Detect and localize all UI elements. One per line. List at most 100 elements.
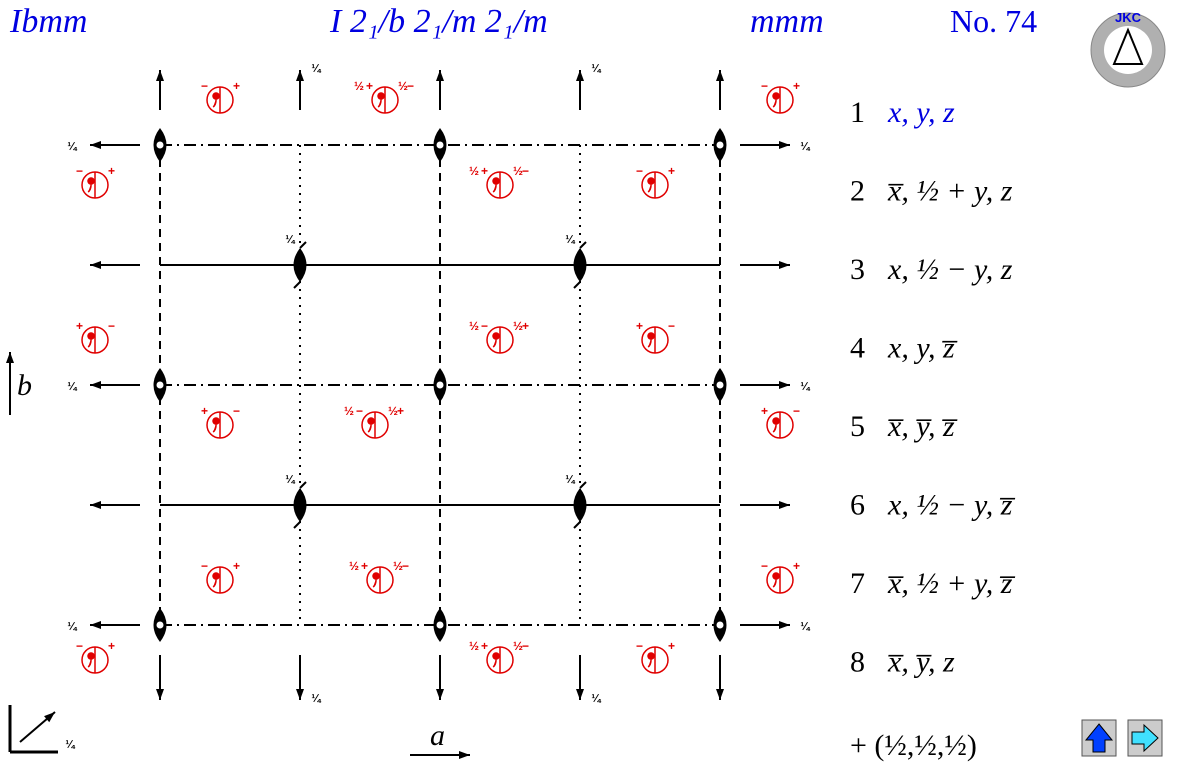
pos-number: 7 <box>850 567 865 600</box>
arrowhead <box>576 689 584 700</box>
screw <box>293 488 307 522</box>
sign: + <box>793 559 800 573</box>
center <box>716 621 724 629</box>
sign: + <box>76 319 83 333</box>
half: ½ <box>344 404 354 418</box>
sign: − <box>668 319 675 333</box>
screw <box>573 248 587 282</box>
pos-coords: x, y, z̅ <box>887 332 958 365</box>
pos-number: 2 <box>850 175 865 208</box>
arrowhead <box>459 751 470 759</box>
sign: + <box>481 639 488 653</box>
sign: − <box>761 79 768 93</box>
sign: − <box>761 559 768 573</box>
arrowhead <box>779 501 790 509</box>
comma <box>87 652 95 668</box>
pos-coords: x̅, ½ + y, z̅ <box>887 567 1016 600</box>
comma <box>212 417 220 433</box>
sign: − <box>233 404 240 418</box>
line <box>579 241 587 249</box>
arrowhead <box>44 712 55 723</box>
center <box>436 621 444 629</box>
arrowhead <box>156 689 164 700</box>
axis-b: b <box>17 369 32 402</box>
pos-number: 8 <box>850 646 865 679</box>
comma <box>772 572 780 588</box>
arrowhead <box>779 261 790 269</box>
pos-number: 6 <box>850 489 865 522</box>
quarter: ¼ <box>67 381 77 393</box>
center <box>156 381 164 389</box>
arrowhead <box>90 381 101 389</box>
half: ½ <box>349 559 359 573</box>
center <box>716 381 724 389</box>
sign: − <box>108 319 115 333</box>
line <box>293 281 301 289</box>
center <box>436 141 444 149</box>
arrowhead <box>296 70 304 81</box>
sign: − <box>636 164 643 178</box>
pos-coords: x̅, y̅, z <box>887 646 955 679</box>
line <box>573 521 581 529</box>
half: ½ <box>393 559 403 573</box>
line <box>299 481 307 489</box>
sign: − <box>402 559 409 573</box>
line <box>299 241 307 249</box>
center <box>156 621 164 629</box>
centering: + (½,½,½) <box>850 729 977 762</box>
pos-number: 1 <box>850 96 865 129</box>
sign: − <box>793 404 800 418</box>
quarter: ¼ <box>565 234 575 246</box>
comma <box>367 417 375 433</box>
quarter: ¼ <box>591 63 601 75</box>
center <box>716 141 724 149</box>
half: ½ <box>513 319 523 333</box>
pos-coords: x, ½ − y, z <box>887 253 1013 286</box>
center <box>436 381 444 389</box>
half: ½ <box>354 79 364 93</box>
sign: − <box>201 559 208 573</box>
quarter: ¼ <box>67 621 77 633</box>
center <box>156 141 164 149</box>
comma <box>772 417 780 433</box>
sign: + <box>481 164 488 178</box>
comma <box>647 332 655 348</box>
sign: − <box>636 639 643 653</box>
comma <box>87 177 95 193</box>
nav-next[interactable] <box>1127 719 1163 757</box>
sign: + <box>366 79 373 93</box>
half: ½ <box>469 639 479 653</box>
line <box>579 481 587 489</box>
sign: + <box>761 404 768 418</box>
sign: − <box>481 319 488 333</box>
quarter: ¼ <box>800 381 810 393</box>
arrowhead <box>779 621 790 629</box>
sign: + <box>668 639 675 653</box>
sign: + <box>397 404 404 418</box>
quarter: ¼ <box>67 141 77 153</box>
pos-number: 3 <box>850 253 865 286</box>
quarter: ¼ <box>800 621 810 633</box>
pos-coords: x̅, ½ + y, z <box>887 175 1013 208</box>
arrowhead <box>779 381 790 389</box>
sign: − <box>522 639 529 653</box>
arrowhead <box>779 141 790 149</box>
sign: + <box>108 164 115 178</box>
sign: − <box>522 164 529 178</box>
comma <box>212 92 220 108</box>
point-group: mmm <box>750 3 824 40</box>
nav-up[interactable] <box>1081 719 1117 757</box>
comma <box>647 177 655 193</box>
quarter: ¼ <box>311 693 321 705</box>
sign: − <box>76 639 83 653</box>
symbol: Ibmm <box>9 3 87 40</box>
comma <box>377 92 385 108</box>
sign: − <box>76 164 83 178</box>
arrowhead <box>436 689 444 700</box>
half: ½ <box>469 319 479 333</box>
screw <box>293 248 307 282</box>
full-symbol: I 2₁/b 2₁/m 2₁/m <box>329 3 548 40</box>
comma <box>647 652 655 668</box>
sign: − <box>407 79 414 93</box>
